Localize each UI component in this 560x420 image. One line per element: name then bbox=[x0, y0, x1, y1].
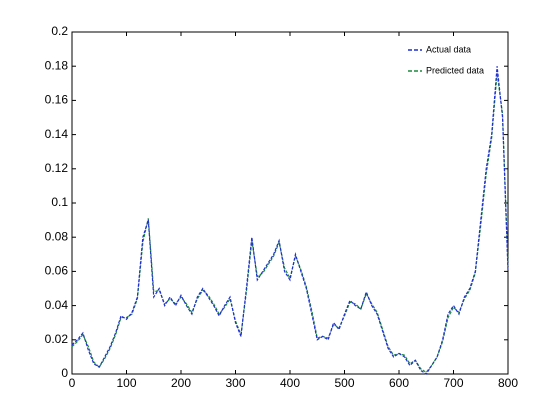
x-tick-label: 200 bbox=[171, 376, 191, 390]
legend-label: Predicted data bbox=[426, 65, 484, 75]
y-tick-label: 0.12 bbox=[45, 161, 69, 175]
x-tick-label: 500 bbox=[334, 376, 354, 390]
legend-label: Actual data bbox=[426, 44, 471, 54]
y-tick-label: 0 bbox=[61, 366, 68, 380]
y-tick-label: 0.06 bbox=[45, 264, 69, 278]
plot-area bbox=[71, 31, 509, 375]
x-tick-label: 0 bbox=[69, 376, 76, 390]
x-tick-label: 600 bbox=[389, 376, 409, 390]
y-tick-label: 0.16 bbox=[45, 93, 69, 107]
y-tick-label: 0.04 bbox=[45, 298, 69, 312]
series-line bbox=[71, 66, 509, 375]
y-tick-label: 0.18 bbox=[45, 58, 69, 72]
x-tick-label: 300 bbox=[225, 376, 245, 390]
x-tick-label: 400 bbox=[280, 376, 300, 390]
y-tick-label: 0.1 bbox=[51, 195, 68, 209]
y-tick-label: 0.02 bbox=[45, 332, 69, 346]
x-tick-label: 800 bbox=[498, 376, 518, 390]
y-tick-label: 0.14 bbox=[45, 127, 69, 141]
x-tick-label: 700 bbox=[443, 376, 463, 390]
y-tick-label: 0.08 bbox=[45, 229, 69, 243]
x-tick-label: 100 bbox=[116, 376, 136, 390]
y-tick-label: 0.2 bbox=[51, 24, 68, 38]
